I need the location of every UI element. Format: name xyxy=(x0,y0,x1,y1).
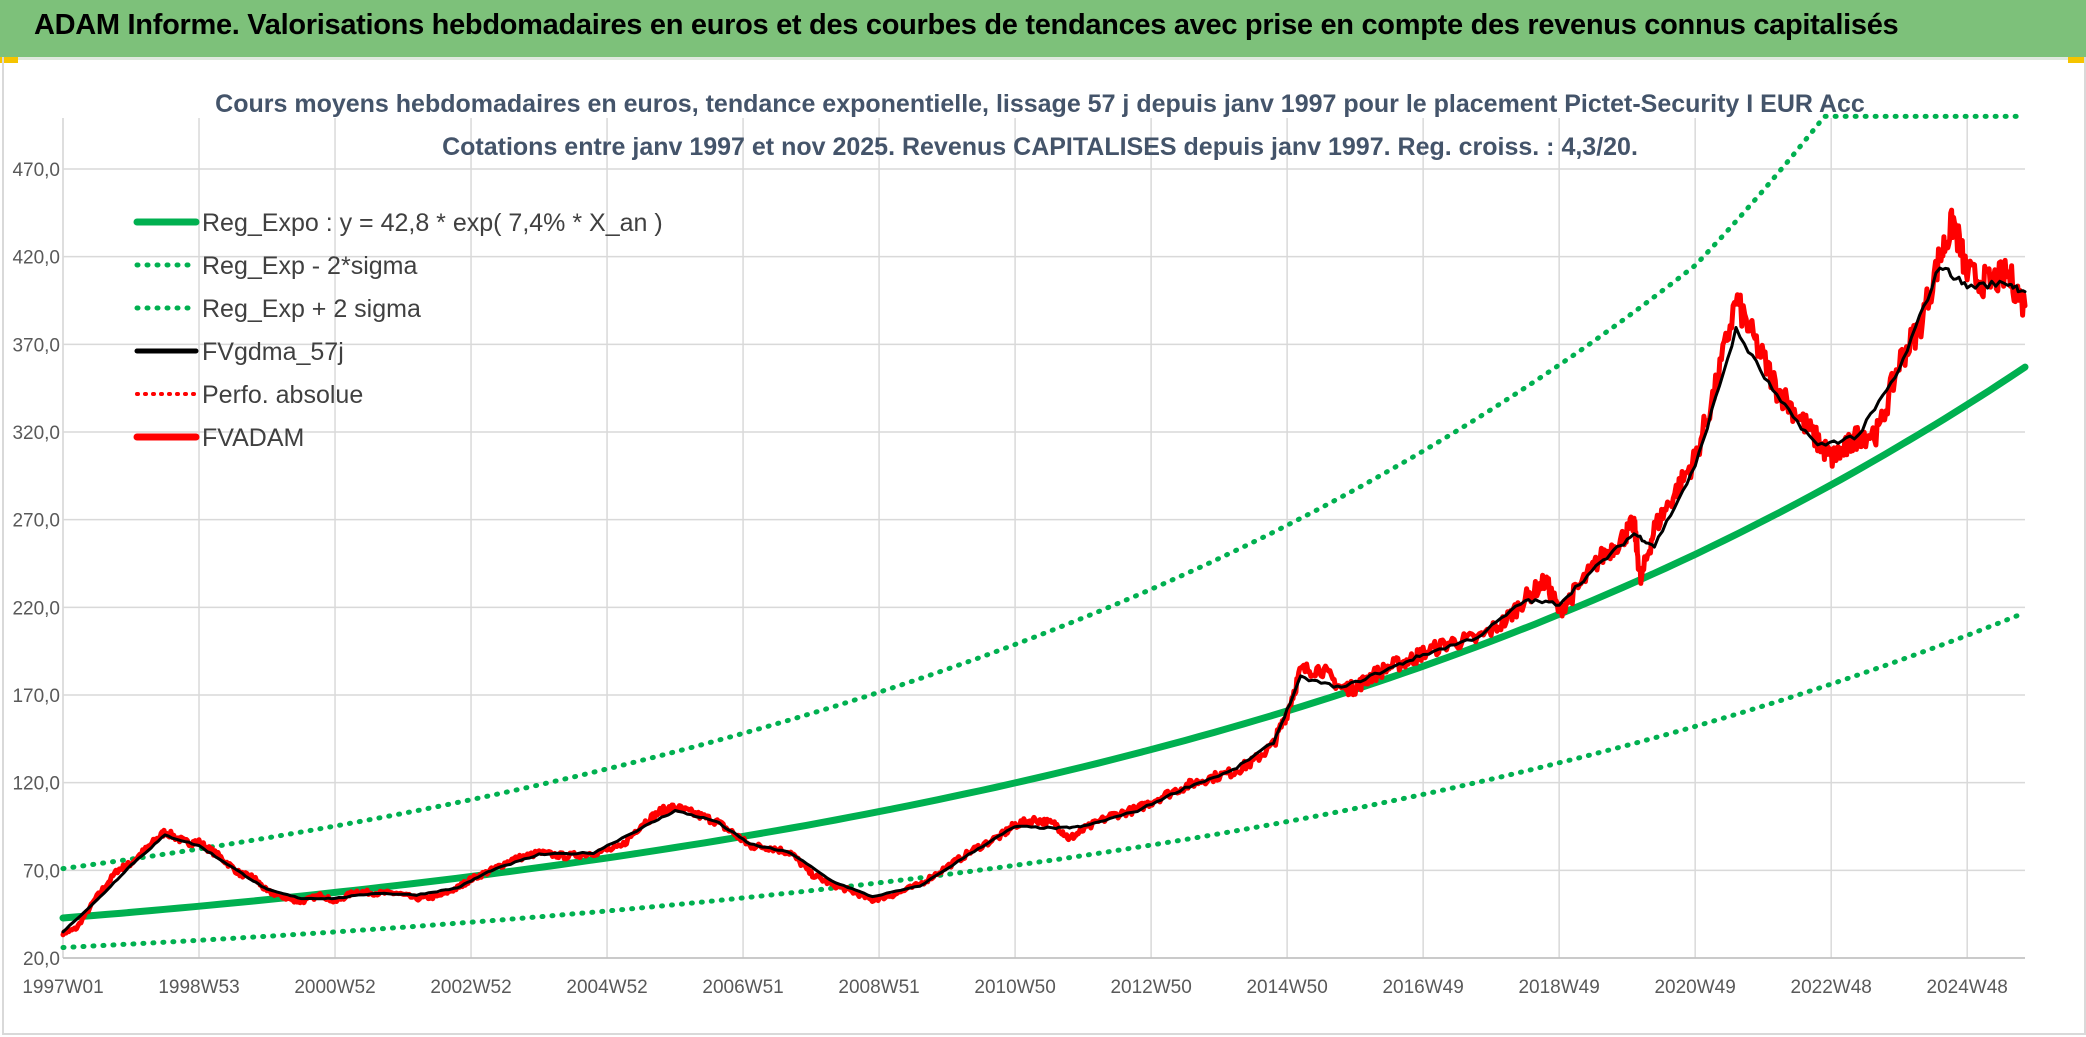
x-tick-label: 1997W01 xyxy=(22,977,103,998)
x-tick-label: 2018W49 xyxy=(1518,977,1599,998)
x-tick-label: 2006W51 xyxy=(702,977,783,998)
y-tick-label: 70,0 xyxy=(23,861,60,882)
series-reg-plus-2sigma xyxy=(60,113,2028,872)
corner-mark-right xyxy=(2068,57,2086,63)
series-reg-expo xyxy=(59,363,2029,922)
legend-reg-expo-label: Reg_Expo : y = 42,8 * exp( 7,4% * X_an ) xyxy=(202,209,663,237)
x-tick-label: 2002W52 xyxy=(430,977,511,998)
chart-frame xyxy=(2,57,2086,1035)
y-tick-label: 220,0 xyxy=(12,598,60,619)
legend-fvadam-label: FVADAM xyxy=(202,424,304,452)
x-tick-label: 2014W50 xyxy=(1246,977,1327,998)
series-fvgdma xyxy=(61,266,2027,934)
x-tick-label: 2016W49 xyxy=(1382,977,1463,998)
page-title: ADAM Informe. Valorisations hebdomadaire… xyxy=(34,9,1899,41)
y-tick-label: 120,0 xyxy=(12,774,60,795)
chart-series xyxy=(59,113,2029,950)
y-tick-label: 370,0 xyxy=(12,335,60,356)
legend-reg-plus-2sigma-label: Reg_Exp + 2 sigma xyxy=(202,295,421,323)
y-tick-label: 170,0 xyxy=(12,686,60,707)
chart-legend: Reg_Expo : y = 42,8 * exp( 7,4% * X_an )… xyxy=(133,209,663,452)
x-tick-label: 2008W51 xyxy=(838,977,919,998)
chart-subtitle: Cotations entre janv 1997 et nov 2025. R… xyxy=(442,133,1638,161)
y-tick-label: 470,0 xyxy=(12,160,60,181)
y-tick-label: 270,0 xyxy=(12,511,60,532)
corner-mark-left xyxy=(0,57,18,63)
x-tick-label: 2004W52 xyxy=(566,977,647,998)
y-tick-label: 420,0 xyxy=(12,248,60,269)
chart-title: Cours moyens hebdomadaires en euros, ten… xyxy=(215,90,1865,118)
series-fvadam xyxy=(60,207,2028,938)
x-tick-label: 2020W49 xyxy=(1654,977,1735,998)
x-tick-label: 2000W52 xyxy=(294,977,375,998)
x-tick-label: 1998W53 xyxy=(158,977,239,998)
y-tick-label: 20,0 xyxy=(23,949,60,970)
legend-fvgdma-label: FVgdma_57j xyxy=(202,338,344,366)
series-reg-minus-2sigma xyxy=(60,610,2028,950)
legend-reg-minus-2sigma-label: Reg_Exp - 2*sigma xyxy=(202,252,417,280)
y-tick-label: 320,0 xyxy=(12,423,60,444)
axis-ticks: 20,0 70,0 120,0 170,0 220,0 270,0 320,0 370,0 42… xyxy=(12,160,2007,998)
x-tick-label: 2012W50 xyxy=(1110,977,1191,998)
x-tick-label: 2024W48 xyxy=(1927,977,2008,998)
chart-grid xyxy=(62,118,2025,959)
x-tick-label: 2022W48 xyxy=(1791,977,1872,998)
x-tick-label: 2010W50 xyxy=(974,977,1055,998)
legend-perfo-absolue-label: Perfo. absolue xyxy=(202,381,363,409)
header-bar: ADAM Informe. Valorisations hebdomadaire… xyxy=(0,0,2086,60)
